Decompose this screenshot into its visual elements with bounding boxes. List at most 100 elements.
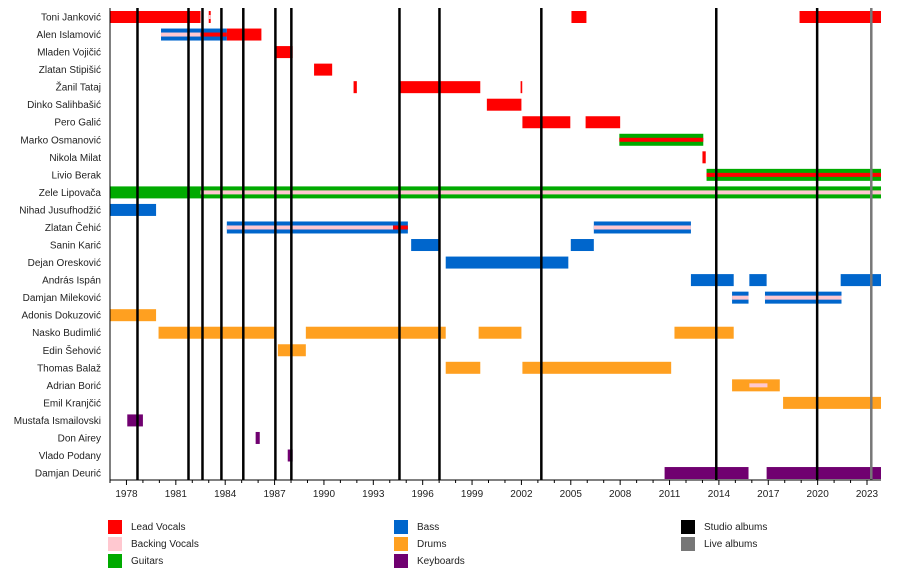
bar-drums: [110, 309, 157, 322]
member-label: Mustafa Ismailovski: [14, 416, 101, 427]
bar-lead: [486, 98, 522, 111]
legend-item-bass: Bass: [394, 520, 439, 534]
bar-lead: [520, 81, 523, 94]
member-label: Žanil Tataj: [56, 81, 101, 94]
member-label: Nihad Jusufhodžić: [19, 205, 101, 216]
legend-label: Guitars: [131, 555, 164, 567]
legend-item-guitar: Guitars: [108, 554, 163, 568]
member-label: Alen Islamović: [37, 30, 101, 41]
stripe-lead: [619, 137, 704, 142]
legend-item-studio: Studio albums: [681, 520, 767, 534]
member-label: Adonis Dokuzović: [22, 311, 101, 322]
stripe-backing: [208, 15, 211, 19]
member-label: Dejan Oresković: [28, 258, 101, 269]
legend-swatch: [681, 520, 695, 534]
legend-label: Keyboards: [417, 555, 465, 567]
member-label: Dinko Salihbašić: [27, 100, 101, 111]
member-label: Pero Galić: [54, 118, 101, 129]
legend-label: Lead Vocals: [131, 521, 186, 533]
member-label: Edin Šehović: [43, 344, 101, 357]
tick-label: 2017: [757, 489, 780, 500]
tick-label: 2005: [560, 489, 583, 500]
bar-keyboards: [766, 467, 881, 480]
bar-drums: [674, 326, 734, 339]
bar-lead: [585, 116, 621, 129]
member-label: Damjan Mileković: [23, 293, 101, 304]
tick-label: 1999: [461, 489, 484, 500]
stripe-backing: [764, 295, 842, 300]
legend-item-drums: Drums: [394, 537, 446, 551]
tick-label: 2002: [510, 489, 533, 500]
legend-label: Drums: [417, 538, 447, 550]
bar-drums: [445, 361, 481, 374]
bar-bass: [445, 256, 569, 269]
legend-swatch: [108, 554, 122, 568]
bar-drums: [478, 326, 522, 339]
bar-keyboards: [255, 431, 260, 444]
legend-swatch: [394, 554, 408, 568]
bar-bass: [110, 203, 157, 216]
legend-swatch: [394, 520, 408, 534]
member-label: Don Airey: [58, 433, 101, 444]
stripe-backing: [749, 383, 768, 388]
legend-item-live: Live albums: [681, 537, 757, 551]
bar-lead: [353, 81, 357, 94]
member-label: Damjan Deurić: [35, 469, 101, 480]
legend-label: Studio albums: [704, 521, 768, 533]
bar-bass: [411, 239, 440, 252]
stripe-lead: [200, 32, 227, 37]
bar-drums: [158, 326, 276, 339]
member-label: Nasko Budimlić: [32, 328, 101, 339]
member-label: Zele Lipovača: [39, 188, 102, 199]
bar-bass: [570, 239, 594, 252]
member-label: Mladen Vojičić: [37, 48, 101, 59]
tick-label: 2011: [659, 489, 681, 500]
bar-drums: [305, 326, 446, 339]
stripe-backing: [161, 32, 201, 37]
legend-item-backing: Backing Vocals: [108, 537, 199, 551]
legend-label: Live albums: [704, 538, 758, 550]
member-label: Livio Berak: [52, 170, 102, 181]
member-label: Zlatan Stipišić: [39, 65, 101, 76]
tick-label: 1993: [362, 489, 385, 500]
tick-label: 1987: [263, 489, 286, 500]
bar-drums: [783, 396, 881, 409]
legend-label: Backing Vocals: [131, 538, 199, 550]
legend-swatch: [681, 537, 695, 551]
tick-label: 2008: [609, 489, 632, 500]
bar-lead: [702, 151, 706, 164]
bar-keyboards: [664, 467, 749, 480]
legend-swatch: [108, 537, 122, 551]
stripe-backing: [732, 295, 749, 300]
member-bars: [110, 11, 881, 480]
tick-label: 2020: [807, 489, 830, 500]
member-labels: Toni Janković Alen Islamović Mladen Vojiči…: [14, 13, 102, 480]
tick-label: 1981: [165, 489, 188, 500]
bar-bass: [749, 274, 767, 287]
bar-lead: [314, 63, 333, 76]
tick-label: 1984: [214, 489, 237, 500]
legend-item-lead: Lead Vocals: [108, 520, 186, 534]
bar-lead: [799, 11, 881, 23]
member-label: Vlado Podany: [39, 451, 101, 462]
bar-lead: [522, 116, 571, 129]
member-label: András Ispán: [42, 276, 101, 287]
bar-keyboards: [127, 414, 143, 427]
tick-label: 1996: [412, 489, 435, 500]
bar-bass: [690, 274, 734, 287]
member-label: Marko Osmanović: [20, 135, 101, 146]
member-label: Zlatan Čehić: [45, 221, 101, 234]
bar-lead: [110, 11, 201, 23]
band-timeline-chart: Toni Janković Alen Islamović Mladen Vojiči…: [14, 8, 881, 500]
legend-item-keyboards: Keyboards: [394, 554, 465, 568]
stripe-backing: [226, 225, 394, 230]
member-label: Nikola Milat: [49, 153, 101, 164]
bar-bass: [840, 274, 881, 287]
member-label: Sanin Karić: [50, 241, 101, 252]
bar-lead: [276, 46, 293, 59]
legend-swatch: [394, 537, 408, 551]
tick-label: 2023: [856, 489, 879, 500]
stripe-lead: [706, 172, 881, 177]
member-label: Emil Kranjčić: [43, 398, 101, 409]
tick-label: 2014: [708, 489, 731, 500]
